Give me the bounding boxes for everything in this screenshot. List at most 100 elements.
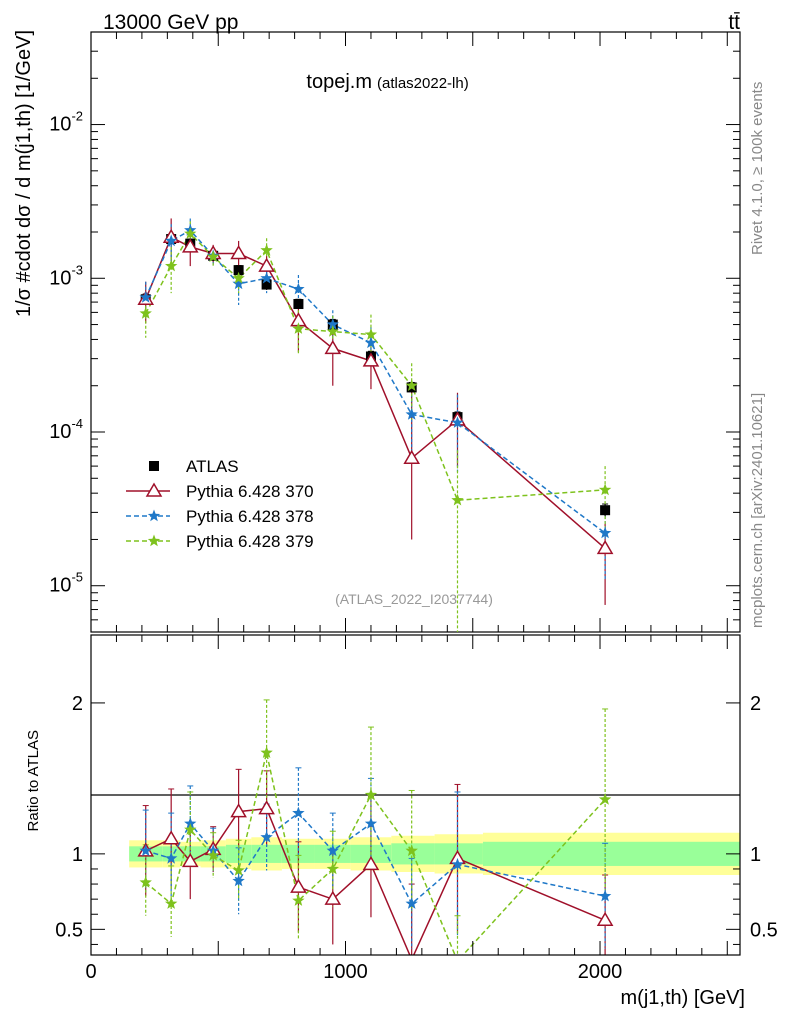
ratio-data-point [326,844,339,857]
ratio-y-tick-label: 1 [72,844,83,866]
legend-marker [149,461,159,471]
pythia-data-point [405,379,418,391]
ratio-data-point [598,889,612,902]
side-rivet-label: Rivet 4.1.0, ≥ 100k events [749,82,766,255]
pythia-data-point [292,282,305,295]
ratio-y-axis-label: Ratio to ATLAS [25,730,42,831]
ratio-data-point [290,878,307,893]
ratio-data-point [364,817,378,829]
ratio-line-379 [145,752,606,955]
main-plot-panel: 10-510-410-310-2 topej.m (atlas2022-lh) … [13,30,741,633]
ratio-data-point [230,803,247,818]
y-tick-label: 10-3 [49,262,83,289]
main-chart-subtitle: (atlas2022-lh) [377,75,469,92]
ratio-markers [137,746,614,927]
legend-marker [147,534,161,547]
pythia-data-point [364,328,378,340]
ratio-axis-ticks [90,635,740,955]
pythia-data-point [181,238,199,253]
ratio-y-tick-label-right: 0.5 [750,919,778,941]
pythia-data-point [165,234,178,247]
pythia-data-point [451,416,464,428]
pythia-data-point [405,408,418,420]
x-tick-labels: 0 1000 2000 [85,961,622,983]
ratio-data-point [260,746,273,758]
ratio-data-point [405,844,418,857]
y-tick-label: 10-4 [49,416,83,443]
main-y-axis-label: 1/σ #cdot dσ / d m(j1,th) [1/GeV] [13,30,35,317]
atlas-data-point [293,299,304,310]
pythia-data-point [260,271,273,284]
legend-label: Pythia 6.428 379 [186,532,314,551]
pythia-data-point [324,339,342,355]
ratio-data-point [232,864,245,876]
energy-label: 13000 GeV pp [103,11,238,34]
pythia-data-point [596,539,614,555]
series-line-370 [145,236,606,549]
ratio-y-tick-label: 2 [72,693,83,715]
green-uncertainty-band [482,841,740,866]
pythia-data-point [258,257,275,272]
x-tick-label: 2000 [578,961,623,983]
ratio-data-point [364,788,378,801]
legend-label: ATLAS [186,457,239,476]
ratio-data-point [362,855,380,871]
pythia-data-point [326,325,339,337]
main-markers [137,223,614,555]
ratio-data-point [596,911,614,927]
ratio-data-point [292,806,305,819]
pythia-data-point [139,307,152,319]
atlas-data-point [233,265,244,276]
pythia-data-point [362,352,380,367]
ratio-data-point [181,852,199,868]
main-chart-title: topej.m [306,71,372,93]
ratio-data-point [258,800,275,815]
x-tick-label: 0 [85,961,96,983]
ratio-data-point [598,793,612,805]
y-tick-label: 10-2 [49,109,83,136]
ratio-data-point [326,862,339,875]
legend-label: Pythia 6.428 370 [186,482,314,501]
main-error-bars [142,218,609,632]
ratio-data-point [184,823,197,835]
ratio-data-point [451,857,464,870]
pythia-data-point [403,449,420,464]
pythia-data-point [326,318,339,330]
ratio-data-point [184,817,197,829]
ratio-y-tick-label-right: 1 [750,844,761,866]
ratio-line-370 [145,807,606,955]
process-label: tt̄ [728,11,740,34]
pythia-data-point [598,526,612,539]
pythia-data-point [451,493,464,506]
pythia-data-point [364,336,378,349]
main-plot-frame [90,31,741,633]
ratio-plot-frame [90,634,741,956]
ratio-data-point [139,876,152,888]
ratio-data-point [232,874,245,887]
x-tick-label: 1000 [323,961,368,983]
ratio-data-point [260,830,273,843]
atlas-data-point [261,279,272,290]
x-axis-label: m(j1,th) [GeV] [621,987,745,1009]
y-tick-label: 10-5 [49,570,83,597]
atlas-data-point [600,505,611,516]
ratio-data-point [207,848,220,861]
legend-marker [145,482,163,497]
pythia-data-point [260,243,273,256]
pythia-data-point [139,291,152,303]
pythia-data-point [232,277,245,290]
pythia-data-point [184,227,197,239]
ratio-data-point [405,897,418,909]
pythia-data-point [598,483,612,496]
legend: ATLAS Pythia 6.428 370 Pythia 6.428 378 Pyt… [126,457,314,551]
series-line-379 [145,232,606,501]
ratio-data-point [324,890,342,905]
ratio-data-point [165,851,178,864]
main-axis-ticks [90,31,740,632]
ratio-y-tick-label-right: 2 [750,693,761,715]
ratio-data-point [162,830,180,845]
main-y-tick-labels: 10-5 10-4 10-3 10-2 [49,109,83,597]
legend-marker [147,509,161,522]
pythia-data-point [165,259,178,272]
